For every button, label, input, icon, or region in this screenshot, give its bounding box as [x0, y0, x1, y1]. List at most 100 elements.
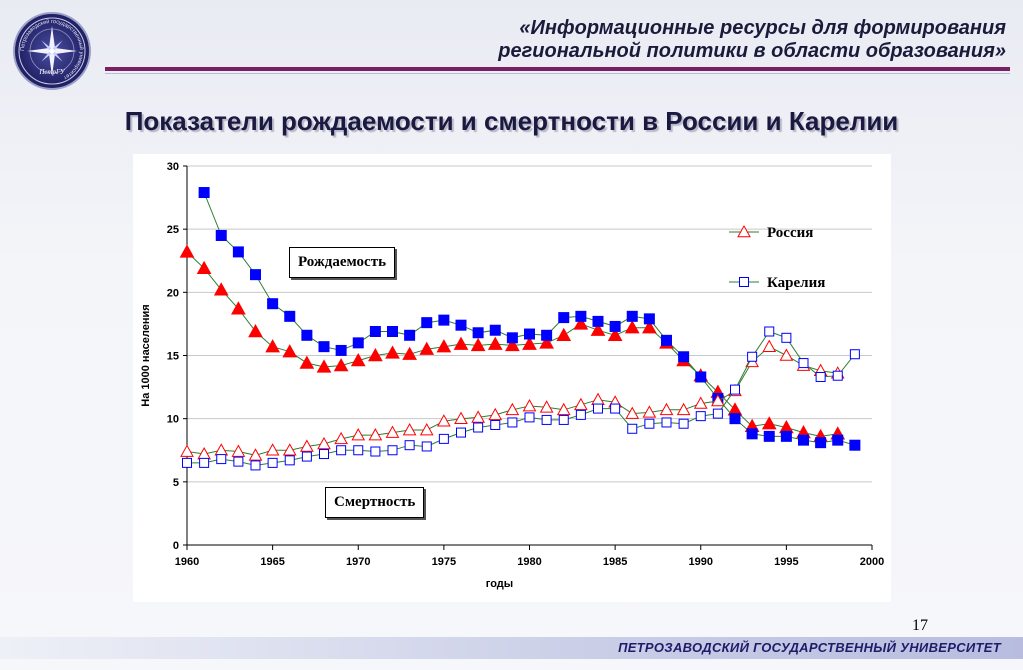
data-point [661, 417, 672, 428]
header-divider-thin [105, 73, 1010, 74]
data-point [488, 407, 503, 421]
star-compass-icon: Петрозаводский государственный университ… [18, 17, 86, 85]
data-point [849, 349, 860, 360]
data-point [267, 298, 279, 310]
data-point [642, 405, 657, 418]
data-point [487, 336, 503, 350]
data-point [610, 403, 621, 414]
data-point [402, 423, 417, 436]
header-line-1: «Информационные ресурсы для формирования [519, 17, 1006, 39]
data-point [711, 393, 725, 407]
data-point [473, 422, 484, 433]
data-point [404, 440, 415, 451]
university-logo: Петрозаводский государственный университ… [13, 12, 91, 90]
data-point [678, 418, 689, 429]
data-point [592, 315, 604, 327]
page-number: 17 [912, 617, 928, 634]
data-point [301, 329, 313, 341]
footer-bar: ПЕТРОЗАВОДСКИЙ ГОСУДАРСТВЕННЫЙ УНИВЕРСИТ… [0, 637, 1023, 659]
x-tick-label: 1995 [774, 556, 798, 568]
data-point [506, 332, 518, 344]
data-point [781, 332, 792, 343]
footer-text: ПЕТРОЗАВОДСКИЙ ГОСУДАРСТВЕННЫЙ УНИВЕРСИТ… [618, 640, 1001, 655]
y-tick-label: 30 [167, 161, 179, 173]
data-point [180, 444, 194, 457]
data-point [779, 348, 794, 361]
data-point [644, 418, 655, 429]
data-point [336, 445, 347, 456]
data-point [524, 328, 535, 340]
data-point [626, 310, 638, 322]
x-axis-title: годы [486, 578, 513, 590]
data-point [762, 339, 777, 352]
data-point [764, 326, 775, 337]
data-point [319, 449, 329, 460]
data-point [233, 456, 244, 467]
legend-marker-karelia [739, 277, 749, 287]
data-point [676, 402, 691, 416]
header-line-2: региональной политики в области образова… [498, 40, 1006, 62]
slide-title: Показатели рождаемости и смертности в Ро… [124, 106, 899, 136]
data-point [213, 282, 229, 296]
data-point [746, 428, 758, 440]
data-point [747, 351, 758, 362]
y-tick-label: 15 [167, 351, 179, 363]
data-point [250, 269, 261, 281]
data-point [539, 400, 554, 413]
data-point [761, 416, 777, 430]
legend-marker-russia [737, 224, 751, 238]
data-point [607, 327, 623, 341]
data-point [558, 414, 569, 425]
data-point [489, 324, 501, 336]
data-point [524, 412, 535, 423]
legend-label-russia: Россия [767, 225, 813, 241]
data-point [541, 414, 552, 425]
data-point [196, 260, 212, 275]
data-point [456, 427, 466, 438]
data-point [437, 414, 451, 427]
data-point [421, 317, 433, 329]
data-point [556, 402, 571, 416]
data-point [832, 370, 843, 381]
data-point [522, 336, 537, 350]
data-point [199, 457, 210, 468]
data-point [231, 444, 246, 457]
data-point [490, 419, 501, 430]
y-tick-label: 10 [167, 414, 179, 426]
header-divider [105, 67, 1010, 71]
data-point [507, 417, 518, 428]
chart-area: 0 5 10 15 20 25 30 1960 1965 1970 1975 1980 1985 1990… [133, 154, 891, 602]
data-point [370, 446, 381, 457]
data-point [573, 316, 589, 330]
data-point [453, 336, 469, 350]
data-point [265, 339, 280, 353]
x-tick-label: 1960 [175, 556, 199, 568]
data-point [215, 229, 227, 241]
legend-label-karelia: Карелия [767, 275, 825, 291]
y-tick-label: 5 [173, 477, 179, 489]
data-point [335, 344, 347, 356]
data-point [591, 392, 605, 406]
data-point [419, 341, 435, 355]
data-point [421, 441, 432, 452]
data-point [695, 411, 706, 422]
data-point [575, 409, 586, 420]
x-tick-label: 1985 [603, 556, 627, 568]
data-point [232, 246, 244, 258]
data-point [815, 371, 826, 382]
x-tick-label: 1990 [689, 556, 713, 568]
data-point [505, 337, 520, 352]
data-point [539, 335, 554, 349]
data-point [368, 428, 383, 441]
data-point [815, 437, 827, 449]
data-point [419, 423, 434, 436]
data-point [198, 187, 210, 199]
data-point [317, 436, 331, 450]
data-point [351, 428, 366, 441]
data-point [248, 323, 263, 338]
data-point [624, 320, 640, 334]
data-point [693, 396, 708, 409]
data-point [284, 310, 296, 322]
y-tick-label: 25 [167, 224, 179, 236]
data-point [282, 443, 297, 456]
